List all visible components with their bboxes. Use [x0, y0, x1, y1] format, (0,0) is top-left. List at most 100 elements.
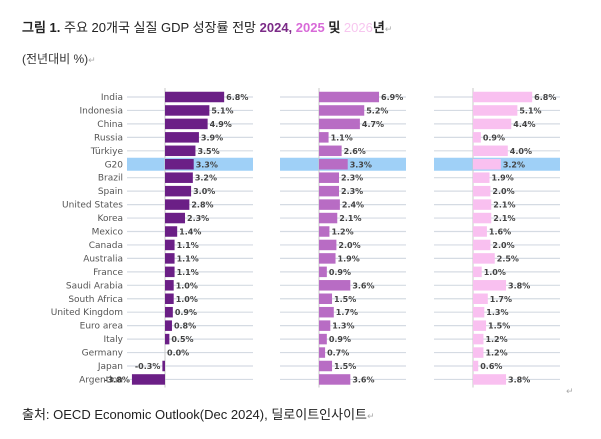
bar-2026	[473, 212, 492, 224]
category-label: Germany	[82, 349, 124, 359]
data-label: 1.4%	[179, 228, 201, 237]
category-label: United States	[62, 201, 123, 211]
data-label: 1.7%	[490, 295, 512, 304]
data-label: 1.5%	[334, 295, 356, 304]
category-label: Australia	[83, 254, 123, 264]
data-label: 4.9%	[210, 120, 232, 129]
bar-2024	[165, 132, 199, 143]
title-year-2025: 2025	[295, 20, 325, 35]
category-label: France	[93, 268, 123, 278]
bar-2025	[319, 347, 326, 358]
data-label: 1.1%	[177, 254, 199, 263]
bar-2026	[473, 105, 518, 116]
bar-2026	[473, 253, 495, 264]
bar-2024	[131, 374, 165, 385]
bar-2026	[473, 280, 507, 291]
data-label: 3.0%	[193, 187, 215, 196]
bar-2025	[319, 105, 365, 116]
data-label: 3.3%	[196, 160, 218, 169]
data-label: 1.0%	[176, 295, 198, 304]
bar-2025	[319, 360, 333, 372]
category-label: Spain	[98, 187, 123, 197]
bar-2025	[319, 145, 342, 157]
paragraph-mark: ↵	[367, 411, 375, 421]
bar-2025	[319, 306, 334, 318]
bar-2024	[165, 226, 178, 237]
bar-2026	[473, 360, 479, 372]
category-label: Argentina	[79, 375, 123, 385]
data-label: 2.4%	[342, 201, 364, 210]
data-label: 1.9%	[338, 254, 360, 263]
bar-2026	[473, 320, 487, 331]
bar-2025	[319, 239, 337, 251]
bar-2025	[319, 293, 333, 304]
data-label: 3.9%	[201, 133, 223, 142]
data-label: 5.1%	[211, 106, 233, 115]
category-label: Japan	[97, 362, 123, 372]
bar-2024	[165, 212, 186, 224]
bar-2025	[319, 280, 351, 291]
data-label: 2.1%	[339, 214, 361, 223]
bar-2024	[165, 333, 170, 345]
data-label: 1.6%	[489, 228, 511, 237]
data-label: 2.5%	[497, 254, 519, 263]
bar-2025	[319, 374, 351, 385]
data-label: 2.8%	[191, 201, 213, 210]
bar-2026	[473, 333, 484, 345]
data-label: 2.3%	[341, 174, 363, 183]
data-label: 1.9%	[492, 174, 514, 183]
bar-2025	[319, 212, 338, 224]
data-label: 1.0%	[176, 281, 198, 290]
category-label: G20	[105, 160, 124, 170]
unit-text: (전년대비 %)	[22, 52, 89, 66]
data-label: 2.3%	[187, 214, 209, 223]
data-label: 6.8%	[226, 93, 248, 102]
title-year-2024: 2024	[259, 20, 289, 35]
category-label: Canada	[89, 241, 123, 251]
bar-2024	[165, 185, 192, 197]
data-label: 6.8%	[534, 93, 556, 102]
bar-2025	[319, 118, 360, 130]
data-label: 5.2%	[366, 106, 388, 115]
title-year-2026: 2026	[343, 20, 373, 35]
data-label: -0.3%	[135, 362, 161, 371]
category-label: Indonesia	[79, 106, 123, 116]
unit-label: (전년대비 %)↵	[22, 50, 96, 67]
bar-2024	[165, 306, 173, 318]
data-label: 0.8%	[174, 322, 196, 331]
category-label: Italy	[103, 335, 123, 345]
data-label: 4.7%	[362, 120, 384, 129]
data-label: 1.3%	[332, 322, 354, 331]
data-label: 1.5%	[488, 322, 510, 331]
data-label: 1.1%	[177, 241, 199, 250]
data-label: 1.2%	[331, 228, 353, 237]
data-label: 1.5%	[334, 362, 356, 371]
data-label: 1.7%	[336, 308, 358, 317]
bar-2024	[165, 280, 174, 291]
bar-2026	[473, 266, 482, 278]
bar-2026	[473, 306, 485, 318]
data-label: 2.1%	[493, 214, 515, 223]
data-label: 6.9%	[381, 93, 403, 102]
data-label: 1.2%	[485, 349, 507, 358]
title-and: 및	[324, 20, 344, 35]
data-label: -3.8%	[104, 375, 130, 384]
data-label: 0.9%	[329, 335, 351, 344]
category-label: South Africa	[68, 295, 123, 305]
bar-2025	[319, 266, 327, 278]
bar-2025	[319, 185, 340, 197]
data-label: 1.2%	[485, 335, 507, 344]
data-label: 4.0%	[510, 147, 532, 156]
data-label: 3.3%	[350, 160, 372, 169]
bar-2025	[319, 226, 330, 237]
category-label: Mexico	[92, 228, 124, 238]
data-label: 2.6%	[344, 147, 366, 156]
bar-2024	[165, 105, 210, 116]
data-label: 0.0%	[167, 349, 189, 358]
data-label: 0.7%	[327, 349, 349, 358]
data-label: 0.9%	[175, 308, 197, 317]
data-label: 0.9%	[329, 268, 351, 277]
bar-2025	[319, 172, 340, 183]
bar-2026	[473, 159, 501, 170]
